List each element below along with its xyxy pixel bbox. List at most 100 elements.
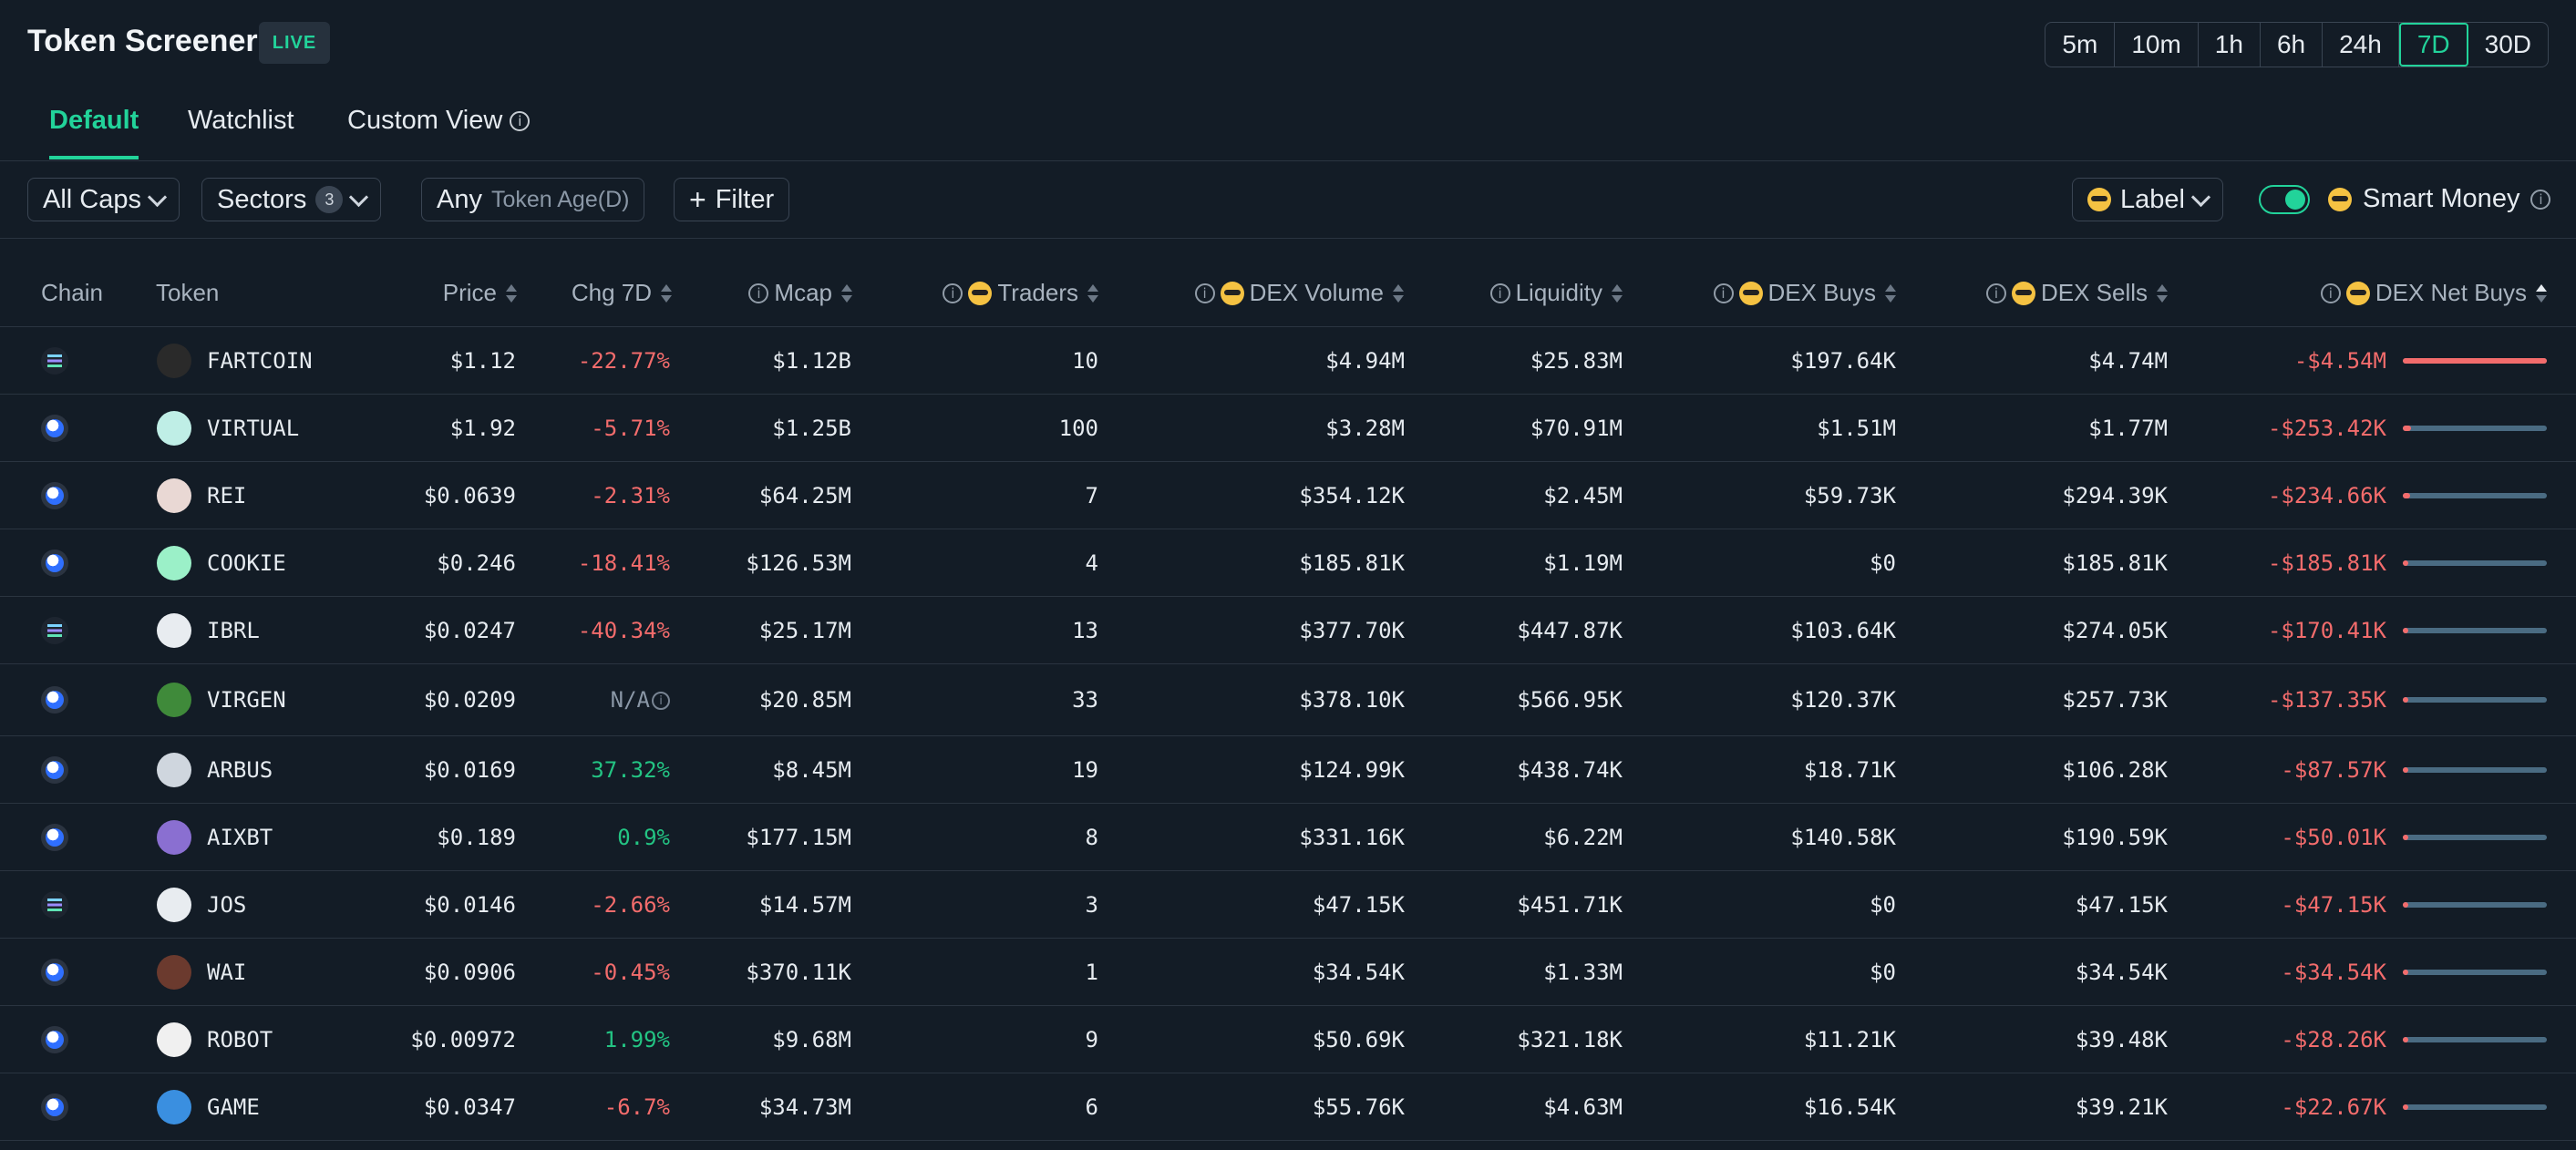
net-buys-bar <box>2403 357 2547 364</box>
col-token[interactable]: Token <box>156 279 220 306</box>
sectors-count-badge: 3 <box>315 186 344 213</box>
game-icon <box>157 1089 191 1124</box>
cell-dex-volume: $4.94M <box>1325 347 1405 374</box>
sort-icon <box>506 283 517 303</box>
sort-icon <box>1612 283 1623 303</box>
cell-liquidity: $4.63M <box>1543 1094 1623 1120</box>
table-row[interactable]: VIRTUAL $1.92 -5.71% $1.25B 100 $3.28M $70.91M… <box>0 395 2576 462</box>
cell-price: $0.0146 <box>423 891 516 918</box>
solana-chain-icon <box>41 346 68 375</box>
page-title: Token Screener <box>27 24 258 58</box>
table-row[interactable]: GAME $0.0347 -6.7% $34.73M 6 $55.76K $4.63M $16… <box>0 1073 2576 1141</box>
token-name[interactable]: REI <box>207 482 247 508</box>
col-dex-buys[interactable]: i DEX Buys <box>1713 279 1896 307</box>
label-dropdown[interactable]: Label <box>2072 178 2223 221</box>
info-icon: i <box>1194 282 1215 303</box>
time-range-30d[interactable]: 30D <box>2484 30 2531 58</box>
col-chg[interactable]: Chg 7D <box>572 279 672 307</box>
token-name[interactable]: COOKIE <box>207 549 286 576</box>
table-row[interactable]: FARTCOIN $1.12 -22.77% $1.12B 10 $4.94M $25.83… <box>0 327 2576 395</box>
sort-icon <box>1885 283 1896 303</box>
table-row[interactable]: JOS $0.0146 -2.66% $14.57M 3 $47.15K $451.71K $… <box>0 871 2576 939</box>
tab-custom-view[interactable]: Custom View i <box>347 106 531 156</box>
col-traders[interactable]: i Traders <box>943 279 1098 307</box>
smart-money-toggle[interactable] <box>2259 185 2310 214</box>
col-mcap[interactable]: i Mcap <box>748 279 852 307</box>
sunglasses-emoji-icon <box>1738 281 1763 305</box>
cell-chg: 37.32% <box>591 756 670 783</box>
info-icon: i <box>1985 282 2006 303</box>
col-chain[interactable]: Chain <box>41 279 103 306</box>
chevron-down-icon <box>147 187 168 207</box>
aixbt-icon <box>157 819 191 855</box>
base-chain-icon <box>41 686 68 714</box>
net-buys-bar <box>2403 834 2547 840</box>
table-row[interactable]: ROBOT $0.00972 1.99% $9.68M 9 $50.69K $321.18K… <box>0 1006 2576 1073</box>
add-filter-button[interactable]: + Filter <box>674 178 790 221</box>
table-row[interactable]: VIRGEN $0.0209 N/A i $20.85M 33 $378.10K $566.9… <box>0 664 2576 736</box>
token-name[interactable]: GAME <box>207 1094 260 1120</box>
col-liquidity[interactable]: i Liquidity <box>1489 279 1623 307</box>
net-buys-bar <box>2403 627 2547 633</box>
cell-mcap: $9.68M <box>772 1026 851 1052</box>
cell-mcap: $8.45M <box>772 756 851 783</box>
cell-traders: 9 <box>1085 1026 1098 1052</box>
time-range-5m[interactable]: 5m <box>2045 23 2116 67</box>
robot-icon <box>157 1022 191 1057</box>
token-name[interactable]: AIXBT <box>207 824 273 850</box>
col-dex-net-buys[interactable]: i DEX Net Buys <box>2320 279 2547 307</box>
cell-dex-volume: $378.10K <box>1299 687 1405 713</box>
cell-price: $0.0209 <box>423 687 516 713</box>
info-icon: i <box>1489 282 1510 303</box>
col-dex-volume[interactable]: i DEX Volume <box>1194 279 1404 307</box>
token-name[interactable]: JOS <box>207 891 247 918</box>
net-buys-bar <box>2403 425 2547 431</box>
table-row[interactable]: COOKIE $0.246 -18.41% $126.53M 4 $185.81K $1.1… <box>0 529 2576 597</box>
sunglasses-emoji-icon <box>2011 281 2035 305</box>
cell-dex-volume: $55.76K <box>1312 1094 1405 1120</box>
table-row[interactable]: ARBUS $0.0169 37.32% $8.45M 19 $124.99K $438.7… <box>0 736 2576 804</box>
col-dex-sells[interactable]: i DEX Sells <box>1985 279 2168 307</box>
cell-dex-buys: $59.73K <box>1803 482 1896 508</box>
ibrl-icon <box>157 612 191 648</box>
time-range-24h[interactable]: 24h <box>2323 23 2399 67</box>
net-buys-bar <box>2403 1036 2547 1042</box>
token-name[interactable]: IBRL <box>207 617 260 643</box>
table-row[interactable]: AIXBT $0.189 0.9% $177.15M 8 $331.16K $6.22M $1… <box>0 804 2576 871</box>
cell-chg: -18.41% <box>577 549 670 576</box>
tab-watchlist[interactable]: Watchlist <box>188 106 294 135</box>
token-table-body: FARTCOIN $1.12 -22.77% $1.12B 10 $4.94M $25.83… <box>0 327 2576 1141</box>
cell-traders: 33 <box>1072 687 1098 713</box>
token-name[interactable]: ROBOT <box>207 1026 273 1052</box>
time-range-1h[interactable]: 1h <box>2199 23 2261 67</box>
table-row[interactable]: WAI $0.0906 -0.45% $370.11K 1 $34.54K $1.33M $0… <box>0 939 2576 1006</box>
info-icon[interactable]: i <box>652 692 670 710</box>
tab-default[interactable]: Default <box>49 106 139 159</box>
cell-traders: 7 <box>1085 482 1098 508</box>
base-chain-icon <box>41 958 68 986</box>
cell-liquidity: $25.83M <box>1530 347 1623 374</box>
time-range-6h[interactable]: 6h <box>2261 23 2324 67</box>
col-price[interactable]: Price <box>443 279 517 307</box>
cell-dex-sells: $106.28K <box>2062 756 2168 783</box>
cell-dex-sells: $39.48K <box>2075 1026 2168 1052</box>
token-name[interactable]: VIRGEN <box>207 687 286 713</box>
token-name[interactable]: WAI <box>207 959 247 985</box>
time-range-10m[interactable]: 10m <box>2115 23 2199 67</box>
info-icon[interactable]: i <box>2530 189 2551 210</box>
token-name[interactable]: VIRTUAL <box>207 415 300 441</box>
sectors-dropdown[interactable]: Sectors 3 <box>201 178 382 221</box>
table-row[interactable]: REI $0.0639 -2.31% $64.25M 7 $354.12K $2.45M $5… <box>0 462 2576 529</box>
cell-traders: 3 <box>1085 891 1098 918</box>
base-chain-icon <box>41 823 68 851</box>
table-row[interactable]: IBRL $0.0247 -40.34% $25.17M 13 $377.70K $447.… <box>0 597 2576 664</box>
token-age-filter[interactable]: Any Token Age(D) <box>421 178 645 221</box>
token-name[interactable]: ARBUS <box>207 756 273 783</box>
cell-traders: 10 <box>1072 347 1098 374</box>
info-icon: i <box>510 111 531 132</box>
chevron-down-icon <box>349 187 369 207</box>
cell-dex-sells: $47.15K <box>2075 891 2168 918</box>
caps-dropdown[interactable]: All Caps <box>27 178 180 221</box>
token-name[interactable]: FARTCOIN <box>207 347 313 374</box>
time-range-7d[interactable]: 7D <box>2398 23 2468 67</box>
